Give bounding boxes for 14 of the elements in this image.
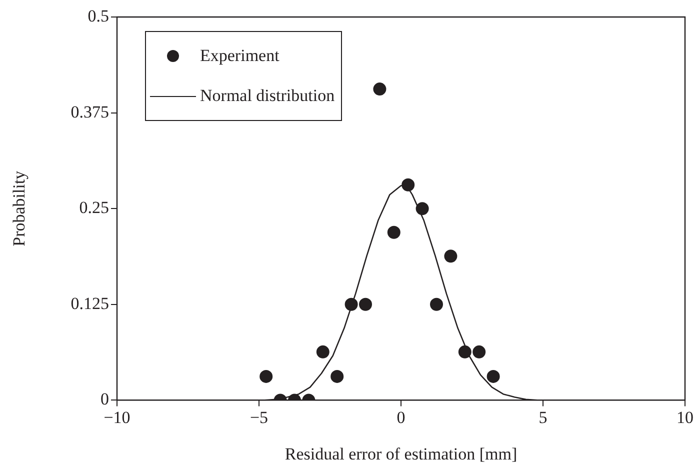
x-tick-label: 10: [676, 408, 694, 427]
x-axis-title: Residual error of estimation [mm]: [284, 444, 518, 464]
legend-label: Experiment: [200, 46, 280, 66]
y-tick-label: 0.5: [88, 6, 109, 26]
x-tick-label: −10: [104, 408, 130, 427]
x-tick-label: 0: [396, 408, 406, 427]
y-tick-label: 0.375: [70, 102, 109, 122]
x-tick-label: 5: [538, 408, 548, 427]
y-axis-title: Probability: [10, 170, 29, 246]
y-tick-label: 0.25: [79, 198, 109, 218]
legend-label: Normal distribution: [200, 86, 335, 106]
y-tick-label: 0: [100, 390, 109, 409]
y-tick-label: 0.125: [70, 294, 109, 313]
x-tick-label: −5: [250, 408, 268, 427]
